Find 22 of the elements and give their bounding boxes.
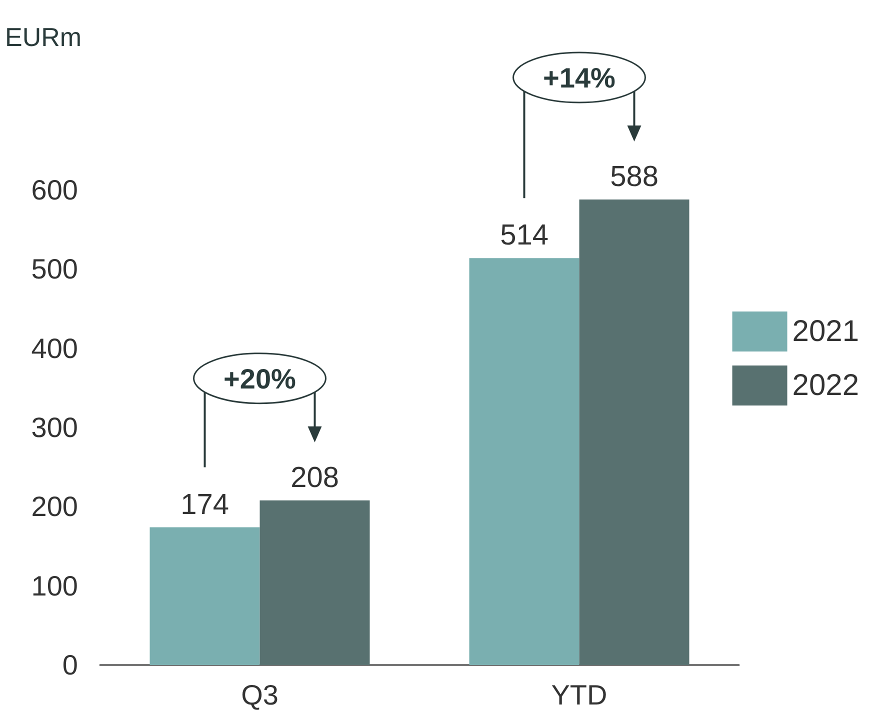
- y-tick-label: 500: [31, 254, 78, 285]
- data-label: 174: [180, 488, 229, 521]
- y-axis-title: EURm: [5, 22, 82, 52]
- y-tick-label: 400: [31, 332, 78, 364]
- annotation: +20%: [224, 363, 296, 394]
- bar: [469, 258, 580, 665]
- bar: [150, 527, 260, 665]
- x-tick-label: Q3: [241, 680, 278, 710]
- x-tick-label: YTD: [551, 680, 608, 710]
- legend-label: 2021: [792, 315, 860, 348]
- y-tick-label: 600: [31, 174, 78, 206]
- y-tick-label: 0: [62, 650, 78, 680]
- text: +14%: [543, 62, 616, 94]
- data-label: 514: [500, 220, 548, 252]
- data-label: 588: [610, 161, 658, 193]
- data-label: 208: [290, 462, 339, 494]
- y-tick-label: 100: [31, 570, 78, 602]
- y-tick-label: 300: [31, 412, 78, 443]
- y-tick-label: 200: [31, 491, 78, 522]
- legend-label: 2022: [792, 369, 860, 402]
- bar: [260, 500, 370, 665]
- bar: [579, 200, 690, 665]
